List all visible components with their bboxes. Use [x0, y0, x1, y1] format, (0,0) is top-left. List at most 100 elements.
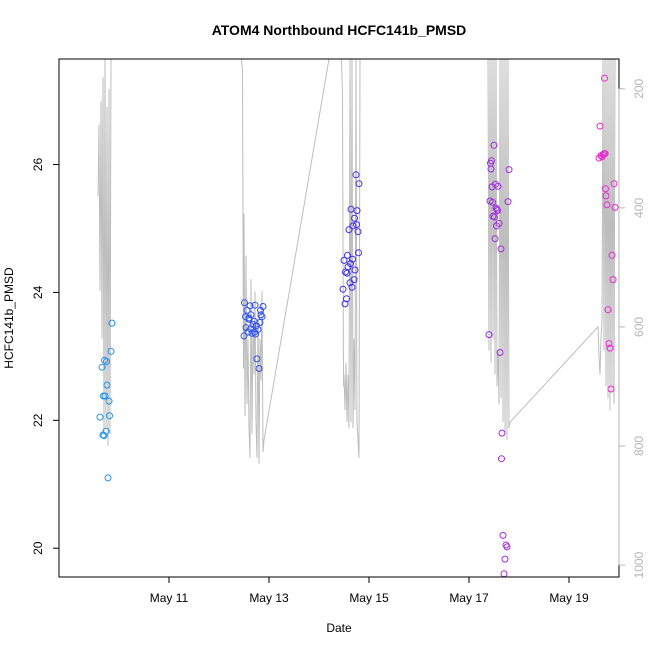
data-point — [596, 122, 604, 130]
secondary-y-axis: 200 400 600 800 1000 — [618, 78, 646, 578]
data-point — [491, 235, 499, 243]
data-point — [98, 363, 106, 371]
data-point — [347, 260, 354, 268]
data-point — [251, 301, 259, 309]
data-point — [610, 180, 618, 188]
x-tick-label: May 13 — [249, 591, 289, 605]
data-point — [108, 319, 116, 327]
data-point — [500, 570, 508, 578]
altitude-line — [97, 59, 616, 464]
data-point — [602, 185, 609, 193]
data-point — [253, 355, 261, 363]
data-point — [255, 365, 263, 372]
data-point — [353, 207, 361, 215]
data-point — [601, 74, 608, 82]
y2-tick-label: 800 — [632, 436, 646, 456]
altitude-trace — [97, 59, 616, 464]
data-point — [504, 198, 512, 206]
x-tick-label: May 19 — [549, 591, 589, 605]
x-tick-label: May 11 — [150, 591, 189, 605]
data-point — [355, 180, 363, 188]
x-tick-label: May 17 — [449, 591, 489, 605]
chart-title: ATOM4 Northbound HCFC141b_PMSD — [212, 22, 467, 38]
data-point — [241, 299, 248, 307]
data-point — [96, 413, 104, 421]
data-point — [347, 205, 355, 213]
y2-tick-label: 1000 — [632, 551, 646, 578]
data-point — [107, 347, 115, 355]
data-point — [345, 226, 353, 234]
data-point — [494, 207, 501, 215]
data-point — [355, 249, 362, 257]
data-point — [344, 251, 351, 259]
data-point — [349, 255, 356, 263]
data-point — [341, 300, 349, 308]
data-point — [104, 474, 112, 482]
data-point — [609, 276, 617, 284]
data-point — [601, 150, 609, 158]
data-point — [246, 302, 254, 310]
data-point — [101, 356, 108, 364]
data-point — [353, 221, 360, 229]
y-tick-label: 26 — [31, 158, 45, 172]
x-tick-label: May 15 — [349, 591, 389, 605]
data-point — [501, 555, 509, 563]
data-point — [608, 251, 616, 259]
data-point — [498, 429, 506, 437]
data-point — [607, 385, 615, 393]
y-tick-label: 20 — [31, 541, 45, 555]
data-point — [103, 381, 111, 389]
data-point — [497, 245, 505, 253]
data-point — [491, 213, 498, 221]
data-point — [489, 198, 496, 206]
data-point — [350, 276, 358, 284]
plot-frame — [58, 58, 620, 578]
data-points — [96, 74, 619, 578]
data-point — [349, 222, 357, 230]
data-point — [258, 313, 266, 321]
x-axis-label: Date — [326, 621, 352, 635]
data-point — [351, 266, 359, 274]
data-point — [485, 331, 493, 339]
data-point — [354, 228, 362, 236]
data-point — [352, 171, 360, 179]
data-point — [247, 311, 255, 319]
data-point — [604, 306, 612, 314]
y-tick-label: 22 — [31, 413, 45, 427]
data-point — [499, 531, 507, 539]
y-axis: 20 22 24 26 — [31, 158, 59, 555]
y2-tick-label: 600 — [632, 317, 646, 337]
data-point — [606, 344, 614, 352]
data-point — [494, 182, 502, 190]
y2-tick-label: 200 — [632, 78, 646, 98]
y-axis-label: HCFC141b_PMSD — [2, 267, 16, 369]
data-point — [496, 349, 504, 356]
data-point — [254, 326, 262, 333]
data-point — [605, 340, 613, 348]
data-point — [101, 392, 109, 400]
data-point — [488, 157, 495, 165]
data-point — [599, 151, 607, 159]
data-point — [100, 432, 108, 440]
data-point — [106, 412, 113, 420]
data-point — [240, 332, 248, 340]
data-point — [339, 285, 347, 293]
data-point — [498, 455, 505, 463]
y2-tick-label: 400 — [632, 198, 646, 218]
data-point — [103, 358, 110, 365]
y-tick-label: 24 — [31, 285, 45, 299]
data-point — [490, 141, 498, 149]
data-point — [503, 543, 511, 551]
data-point — [259, 303, 267, 310]
data-point — [487, 165, 495, 173]
data-point — [105, 397, 113, 405]
data-point — [249, 320, 257, 328]
data-point — [611, 203, 619, 211]
data-point — [351, 214, 358, 222]
data-point — [505, 166, 513, 174]
data-point — [242, 324, 250, 332]
data-point — [603, 201, 611, 209]
data-point — [348, 283, 356, 291]
data-point — [102, 427, 110, 435]
